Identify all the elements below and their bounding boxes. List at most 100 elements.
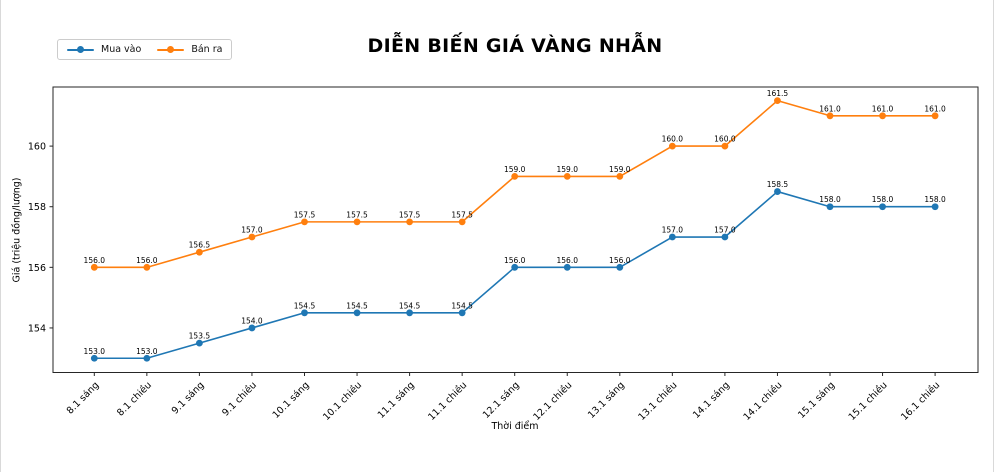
data-point-label: 161.5	[767, 89, 789, 98]
x-tick-label: 10.1 sáng	[271, 380, 312, 421]
data-point[interactable]	[143, 354, 151, 362]
data-point-label: 153.0	[84, 347, 106, 356]
data-point[interactable]	[879, 203, 886, 211]
x-tick-label: 12.1 chiều	[531, 380, 574, 423]
y-axis: 154 156 158 160	[28, 142, 53, 334]
data-point[interactable]	[353, 309, 361, 317]
data-point-label: 153.0	[136, 347, 158, 356]
data-point-label: 157.0	[241, 226, 263, 235]
data-point[interactable]	[826, 112, 834, 120]
data-point[interactable]	[511, 173, 519, 180]
data-point-label: 154.5	[399, 301, 421, 310]
data-point[interactable]	[511, 263, 519, 271]
series-1: 156.0 156.0 156.5 157.0 157.5 157.5 157.5 157.5…	[84, 89, 946, 271]
data-point[interactable]	[721, 142, 729, 150]
data-point-label: 158.0	[924, 195, 946, 204]
data-point[interactable]	[406, 309, 413, 317]
data-point[interactable]	[196, 248, 203, 256]
data-point[interactable]	[668, 142, 676, 150]
x-tick-label: 11.1 chiều	[426, 380, 469, 423]
data-point-label: 161.0	[924, 104, 946, 113]
data-point[interactable]	[774, 97, 781, 105]
data-point-label: 156.0	[84, 256, 106, 265]
x-tick-label: 15.1 chiều	[847, 380, 890, 423]
data-point[interactable]	[563, 263, 571, 271]
data-point-label: 160.0	[714, 135, 736, 144]
data-point[interactable]	[248, 233, 256, 241]
x-tick-label: 8.1 chiều	[115, 380, 154, 419]
data-point-label: 157.0	[714, 226, 736, 235]
data-point[interactable]	[774, 188, 781, 195]
data-point[interactable]	[931, 203, 939, 211]
legend-item-ban-ra[interactable]: Bán ra	[157, 44, 222, 55]
data-point[interactable]	[458, 309, 466, 317]
legend-label-mua-vao: Mua vào	[101, 44, 142, 55]
data-point[interactable]	[931, 112, 939, 120]
x-axis-title: Thời điểm	[491, 421, 539, 432]
data-point-label: 154.0	[241, 316, 263, 325]
data-point[interactable]	[301, 218, 308, 226]
data-point[interactable]	[458, 218, 466, 226]
line-dot-marker-icon	[157, 45, 185, 54]
data-point[interactable]	[196, 339, 203, 347]
y-tick-label: 156	[28, 263, 46, 274]
data-point-label: 157.5	[451, 210, 473, 219]
data-point-label: 156.0	[504, 256, 526, 265]
data-point-label: 157.5	[294, 210, 316, 219]
data-point-label: 156.0	[557, 256, 579, 265]
data-point-label: 153.5	[189, 332, 211, 341]
data-point[interactable]	[248, 324, 256, 332]
x-tick-label: 14.1 chiều	[741, 380, 784, 423]
data-point[interactable]	[668, 233, 676, 241]
x-tick-label: 15.1 sáng	[796, 380, 837, 421]
x-axis: 8.1 sáng 8.1 chiều 9.1 sáng 9.1 chiều 10.1 s…	[65, 372, 942, 423]
x-tick-label: 12.1 sáng	[481, 380, 522, 421]
y-tick-label: 158	[28, 202, 46, 213]
data-point-label: 156.5	[189, 241, 211, 250]
data-point[interactable]	[301, 309, 308, 317]
x-tick-label: 11.1 sáng	[376, 380, 417, 421]
data-point-label: 156.0	[136, 256, 158, 265]
data-point[interactable]	[563, 173, 571, 180]
series-line	[94, 190, 936, 360]
x-tick-label: 16.1 chiều	[899, 380, 942, 423]
y-tick-label: 154	[28, 323, 46, 334]
data-point[interactable]	[826, 203, 834, 211]
data-point-label: 159.0	[557, 165, 579, 174]
data-point[interactable]	[616, 173, 624, 180]
chart-title: DIỄN BIẾN GIÁ VÀNG NHẪN	[367, 35, 663, 57]
data-point-label: 157.5	[399, 210, 421, 219]
data-point[interactable]	[90, 263, 98, 271]
data-point-label: 156.0	[609, 256, 631, 265]
data-point-label: 158.0	[872, 195, 894, 204]
x-tick-label: 13.1 chiều	[636, 380, 679, 423]
data-point[interactable]	[721, 233, 729, 241]
legend-dot-icon	[77, 46, 84, 53]
data-point-label: 157.0	[662, 226, 684, 235]
plot-frame	[52, 86, 979, 373]
data-point[interactable]	[879, 112, 886, 120]
data-point-label: 159.0	[609, 165, 631, 174]
legend-item-mua-vao[interactable]: Mua vào	[67, 44, 141, 55]
legend-label-ban-ra: Bán ra	[191, 44, 223, 55]
data-point-label: 161.0	[819, 104, 841, 113]
x-tick-label: 9.1 sáng	[170, 380, 207, 417]
data-point[interactable]	[143, 263, 151, 271]
legend: Mua vào Bán ra	[57, 39, 233, 60]
data-point-label: 159.0	[504, 165, 526, 174]
data-point-label: 157.5	[346, 210, 368, 219]
x-tick-label: 14.1 sáng	[691, 380, 732, 421]
data-point-label: 158.5	[767, 180, 789, 189]
x-tick-label: 10.1 chiều	[321, 380, 364, 423]
data-point-label: 154.5	[294, 301, 316, 310]
y-tick-label: 160	[28, 142, 46, 153]
data-point[interactable]	[616, 263, 624, 271]
data-point-label: 154.5	[346, 301, 368, 310]
line-dot-marker-icon	[67, 45, 94, 54]
data-point[interactable]	[406, 218, 413, 226]
data-point[interactable]	[353, 218, 361, 226]
data-point[interactable]	[90, 354, 98, 362]
legend-dot-icon	[167, 46, 175, 53]
